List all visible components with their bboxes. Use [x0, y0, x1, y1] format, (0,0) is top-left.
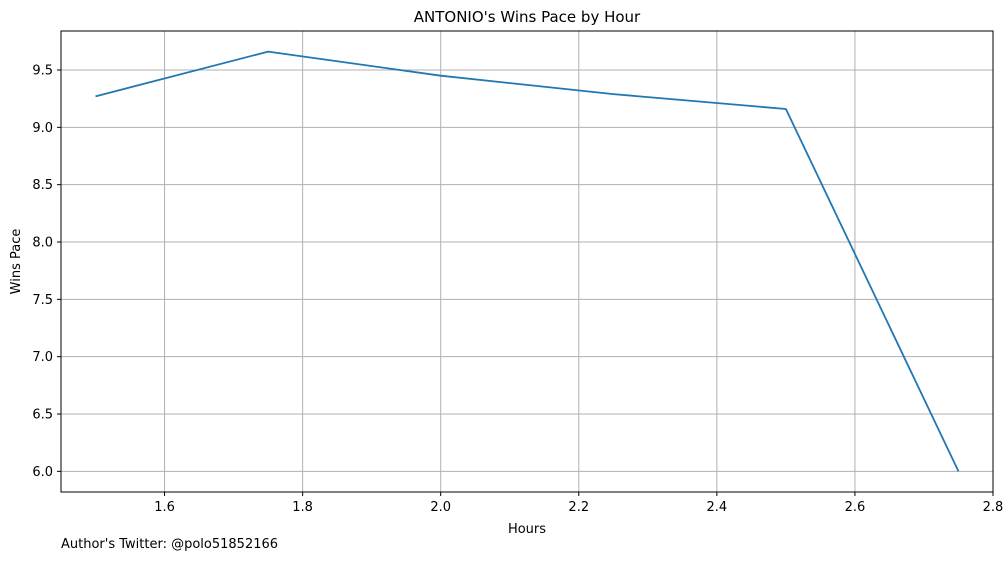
- x-tick-label: 1.8: [292, 500, 313, 515]
- y-axis-label: Wins Pace: [9, 229, 24, 295]
- x-tick-label: 1.6: [154, 500, 175, 515]
- grid: [61, 31, 994, 492]
- x-tick-label: 2.2: [568, 500, 589, 515]
- x-tick-label: 2.0: [430, 500, 451, 515]
- y-tick-label: 9.0: [32, 121, 53, 136]
- x-axis: 1.6 1.8 2.0 2.2 2.4 2.6 2.8: [154, 492, 1003, 515]
- y-tick-label: 6.0: [32, 465, 53, 480]
- x-tick-label: 2.4: [707, 500, 728, 515]
- y-tick-label: 9.5: [32, 63, 53, 78]
- y-tick-label: 7.5: [32, 293, 53, 308]
- y-tick-label: 7.0: [32, 350, 53, 365]
- series-line: [95, 50, 960, 472]
- series-layer: [95, 50, 960, 472]
- x-tick-label: 2.8: [983, 500, 1004, 515]
- x-axis-label: Hours: [508, 522, 546, 537]
- y-tick-label: 6.5: [32, 408, 53, 423]
- y-axis: 6.0 6.5 7.0 7.5 8.0 8.5 9.0 9.5: [32, 63, 61, 480]
- y-tick-label: 8.0: [32, 236, 53, 251]
- author-credit: Author's Twitter: @polo51852166: [61, 537, 279, 552]
- chart-title: ANTONIO's Wins Pace by Hour: [414, 8, 641, 26]
- x-tick-label: 2.6: [845, 500, 866, 515]
- plot-area-frame: [60, 30, 994, 493]
- y-tick-label: 8.5: [32, 178, 53, 193]
